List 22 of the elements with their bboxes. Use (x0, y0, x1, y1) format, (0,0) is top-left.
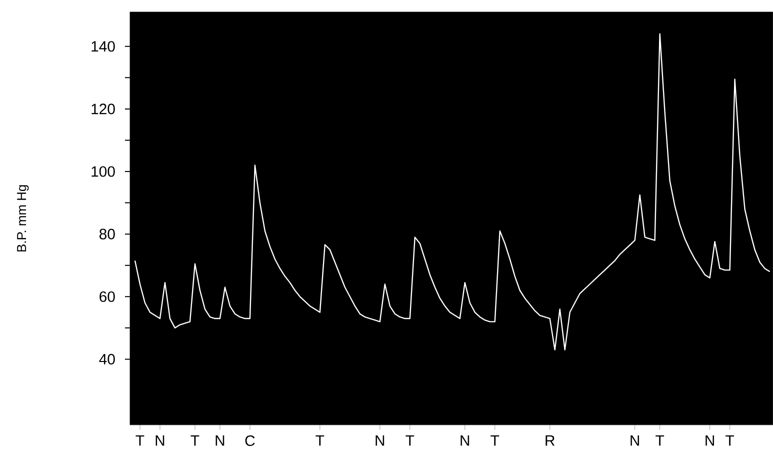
x-tick-label: T (656, 435, 664, 446)
x-tick-label: T (490, 435, 500, 446)
x-tick-label: T (190, 435, 200, 446)
x-tick-label: C (245, 435, 255, 446)
x-tick-label: N (216, 435, 224, 446)
x-tick-label: T (316, 435, 324, 446)
x-tick-label: N (156, 435, 164, 446)
x-tick-label: N (630, 435, 640, 446)
x-tick-label: N (460, 435, 470, 446)
y-tick-label: 40 (99, 354, 115, 365)
x-tick-label: T (136, 435, 144, 446)
x-tick-label: N (376, 435, 384, 446)
x-tick-label: T (406, 435, 414, 446)
y-tick-label: 60 (100, 291, 115, 302)
y-tick-label: 140 (92, 41, 115, 52)
x-tick-label: N (706, 435, 714, 446)
y-tick-label: 120 (92, 104, 115, 114)
y-tick-label: 80 (99, 228, 115, 240)
y-axis-title: B.P. mm Hg (17, 185, 29, 252)
x-tick-label: R (546, 435, 555, 446)
y-tick-label: 100 (92, 166, 115, 177)
x-tick-label: T (726, 435, 734, 446)
